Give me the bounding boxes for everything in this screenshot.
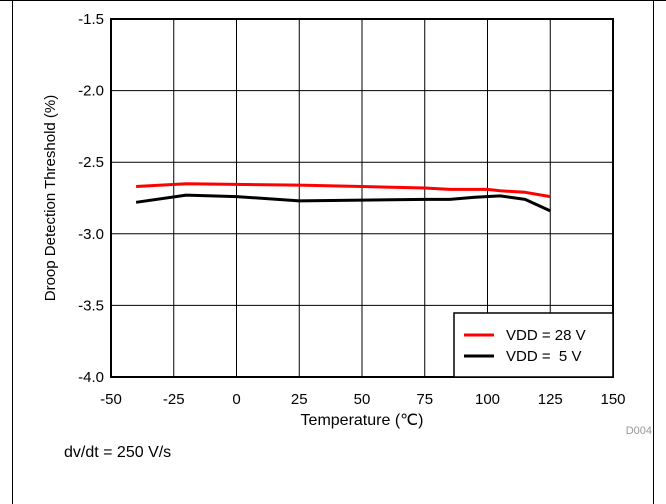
- x-tick-labels: -50 -25 0 25 50 75 100 125 150: [100, 391, 625, 408]
- x-tick-label: -50: [100, 391, 122, 408]
- legend-label: VDD = 5 V: [506, 348, 581, 365]
- series-line-vdd-5v: [135, 193, 551, 213]
- figure-id: D004: [626, 425, 652, 437]
- y-axis-label: Droop Detection Threshold (%): [42, 95, 59, 301]
- x-tick-label: 150: [600, 391, 625, 408]
- series-line-vdd-28v: [136, 182, 551, 199]
- y-tick-label: -3.0: [78, 226, 104, 243]
- series-lines: [135, 182, 551, 213]
- x-tick-label: 50: [354, 391, 371, 408]
- plot-border: [110, 18, 614, 378]
- x-tick-label: -25: [163, 391, 185, 408]
- condition-note: dv/dt = 250 V/s: [64, 444, 172, 461]
- y-tick-label: -4.0: [78, 369, 104, 386]
- x-tick-label: 100: [475, 391, 500, 408]
- y-tick-label: -2.0: [78, 83, 104, 100]
- legend-box: [453, 312, 614, 378]
- x-tick-label: 75: [416, 391, 433, 408]
- y-tick-label: -1.5: [78, 11, 104, 28]
- legend: VDD = 28 V VDD = 5 V: [453, 312, 614, 378]
- x-axis-label: Temperature (℃): [301, 412, 424, 429]
- y-tick-labels: -1.5 -2.0 -2.5 -3.0 -3.5 -4.0: [78, 11, 104, 386]
- legend-label: VDD = 28 V: [506, 327, 586, 344]
- x-tick-label: 25: [291, 391, 308, 408]
- y-tick-label: -3.5: [78, 297, 104, 314]
- y-tick-label: -2.5: [78, 154, 104, 171]
- x-tick-label: 125: [538, 391, 563, 408]
- x-tick-label: 0: [232, 391, 240, 408]
